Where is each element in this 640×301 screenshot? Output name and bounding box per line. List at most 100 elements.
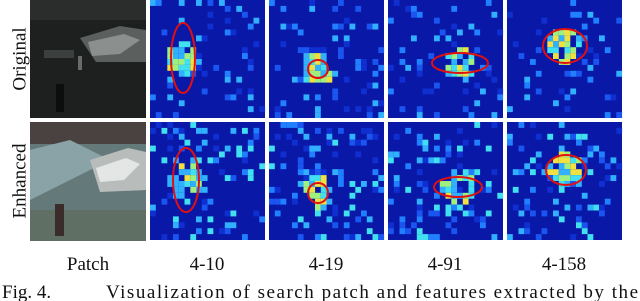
heat-cell: [259, 163, 266, 170]
heat-cell: [292, 222, 298, 229]
heat-cell: [230, 210, 237, 217]
heat-cell: [309, 5, 316, 12]
heat-cell: [564, 29, 571, 36]
heat-cell: [274, 210, 281, 217]
heat-cell: [497, 94, 504, 101]
heat-cell: [253, 17, 260, 24]
heat-cell: [224, 210, 231, 217]
heat-cell: [416, 64, 423, 71]
heat-cell: [167, 47, 174, 54]
column-label: 4-158: [542, 254, 586, 275]
heat-cell: [315, 169, 321, 176]
heat-cell: [604, 47, 611, 54]
heat-cell: [457, 145, 463, 152]
heat-cell: [462, 64, 469, 71]
heat-cell: [535, 70, 542, 77]
heat-cell: [366, 112, 373, 118]
heat-cell: [451, 59, 458, 65]
heat-cell: [570, 163, 577, 170]
heat-cell: [535, 88, 542, 95]
heat-cell: [434, 133, 440, 140]
heat-cell: [332, 151, 339, 158]
heat-cell: [610, 94, 617, 101]
heat-cell: [150, 127, 156, 134]
heat-cell: [167, 145, 174, 152]
heat-cell: [280, 163, 287, 170]
heat-cell: [576, 11, 582, 18]
heat-cell: [616, 17, 623, 24]
heat-cell: [434, 210, 440, 217]
heat-cell: [553, 41, 559, 48]
heat-cell: [297, 29, 304, 36]
heat-cell: [361, 181, 367, 187]
heat-cell: [570, 175, 577, 181]
heat-cell: [457, 64, 463, 71]
heat-cell: [247, 59, 254, 65]
heat-cell: [434, 157, 440, 164]
heat-cell: [320, 234, 327, 240]
heat-cell: [491, 169, 498, 176]
heat-cell: [315, 47, 321, 54]
heat-cell: [372, 181, 379, 187]
heat-cell: [485, 186, 492, 193]
heat-cell: [411, 222, 417, 229]
heat-cell: [558, 41, 565, 48]
heat-cell: [530, 157, 536, 164]
heat-cell: [372, 186, 379, 193]
heat-cell: [610, 157, 617, 164]
heat-cell: [587, 234, 594, 240]
heat-cell: [405, 64, 412, 71]
heat-cell: [343, 234, 350, 240]
heat-cell: [604, 163, 611, 170]
heat-cell: [416, 169, 423, 176]
heat-cell: [326, 186, 333, 193]
heat-cell: [326, 127, 333, 134]
heat-cell: [269, 198, 275, 205]
heat-cell: [332, 35, 339, 42]
heat-cell: [247, 23, 254, 30]
heat-cell: [485, 70, 492, 77]
heat-cell: [416, 181, 423, 187]
heat-cell: [445, 70, 452, 77]
heat-cell: [309, 145, 316, 152]
heat-cell: [167, 82, 174, 89]
heat-cell: [366, 82, 373, 89]
heat-cell: [581, 157, 588, 164]
heat-cell: [474, 47, 481, 54]
heat-cell: [303, 181, 310, 187]
heat-cell: [320, 70, 327, 77]
heat-cell: [558, 157, 565, 164]
heat-cell: [416, 228, 423, 235]
heat-cell: [530, 210, 536, 217]
heat-cell: [173, 186, 179, 193]
heat-cell: [361, 139, 367, 146]
heat-cell: [196, 64, 202, 71]
heat-cell: [399, 47, 406, 54]
heat-cell: [553, 210, 559, 217]
heat-cell: [564, 106, 571, 113]
heat-cell: [468, 210, 475, 217]
heat-cell: [280, 100, 287, 107]
heat-cell: [338, 53, 344, 59]
heat-cell: [445, 210, 452, 217]
heat-cell: [451, 23, 458, 30]
heat-cell: [274, 64, 281, 71]
heat-cell: [343, 210, 350, 217]
heat-cell: [297, 163, 304, 170]
heat-cell: [190, 186, 197, 193]
heat-cell: [361, 210, 367, 217]
heat-cell: [201, 204, 208, 211]
heat-cell: [451, 41, 458, 48]
heat-cell: [411, 11, 417, 18]
heat-cell: [201, 198, 208, 205]
heat-cell: [303, 145, 310, 152]
heat-cell: [451, 53, 458, 59]
heat-cell: [167, 175, 174, 181]
heat-cell: [445, 186, 452, 193]
heat-cell: [178, 222, 185, 229]
heat-cell: [173, 222, 179, 229]
ellipse: [542, 28, 588, 64]
heat-cell: [547, 163, 554, 170]
heat-cell: [332, 139, 339, 146]
heat-cell: [405, 163, 412, 170]
